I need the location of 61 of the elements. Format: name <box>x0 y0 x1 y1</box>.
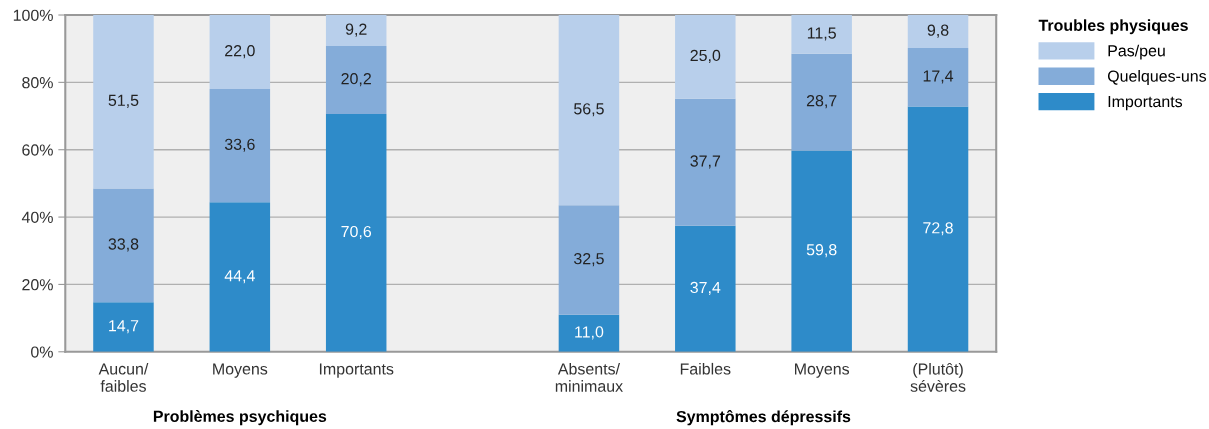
data-label: 44,4 <box>224 270 255 284</box>
bar <box>675 98 736 226</box>
data-label: 51,5 <box>108 94 139 108</box>
data-label: 33,8 <box>108 238 139 252</box>
data-label: 17,4 <box>923 70 954 84</box>
y-tick-label: 40% <box>21 211 53 224</box>
bar <box>558 15 620 206</box>
x-tick-label: (Plutôt) sévères <box>910 362 966 392</box>
bar <box>93 188 154 303</box>
bar <box>209 15 271 90</box>
data-label: 20,2 <box>341 72 371 87</box>
data-label: 22,0 <box>225 45 255 59</box>
text: Symptômes dépressifs <box>676 410 851 426</box>
bar <box>558 314 620 352</box>
data-label: 9,8 <box>927 24 949 38</box>
bar <box>675 225 736 352</box>
y-tick-label: 100% <box>13 9 53 21</box>
x-tick-label: Absents/ minimaux <box>555 362 623 392</box>
legend-label: Importants <box>1108 96 1183 111</box>
x-tick-label: Importants <box>319 363 394 378</box>
bar <box>558 205 620 315</box>
data-label: 11,0 <box>575 326 604 340</box>
bar <box>325 114 387 352</box>
data-label: 25,0 <box>690 49 721 63</box>
bar <box>209 89 271 203</box>
bar <box>791 15 852 54</box>
legend-label: Pas/peu <box>1108 44 1165 60</box>
data-label: 33,6 <box>224 138 255 152</box>
data-label: 14,7 <box>109 320 139 334</box>
data-label: 9,2 <box>345 23 367 37</box>
data-label: 59,8 <box>806 244 837 258</box>
bar <box>907 48 969 107</box>
x-tick-label: Moyens <box>213 363 268 378</box>
data-label: 56,5 <box>574 103 604 117</box>
data-label: 37,7 <box>690 155 721 169</box>
bar <box>325 46 387 115</box>
data-label: 32,5 <box>574 252 604 267</box>
y-tick-label: 0% <box>31 346 53 358</box>
data-label: 72,8 <box>923 222 953 236</box>
data-label: 70,6 <box>341 225 372 240</box>
bar <box>93 15 154 189</box>
x-tick-label: Aucun/ faibles <box>98 362 149 392</box>
y-tick-label: 60% <box>22 144 53 156</box>
legend-title: Troubles physiques <box>1038 19 1188 35</box>
legend-label: Quelques-uns <box>1107 70 1207 85</box>
bar <box>209 202 271 352</box>
data-label: 11,5 <box>807 27 836 41</box>
bar <box>791 150 852 352</box>
y-tick-label: 80% <box>22 77 53 89</box>
text: Problèmes psychiques <box>153 410 327 426</box>
bar <box>675 15 736 99</box>
bar <box>791 53 852 151</box>
bar <box>907 15 969 49</box>
bar <box>325 15 387 46</box>
y-tick-label: 20% <box>22 279 53 291</box>
x-tick-label: Moyens <box>795 363 850 378</box>
data-label: 37,4 <box>690 281 721 295</box>
data-label: 28,7 <box>806 95 837 109</box>
x-tick-label: Faibles <box>680 362 731 375</box>
bar <box>93 302 154 352</box>
bar <box>907 106 969 352</box>
